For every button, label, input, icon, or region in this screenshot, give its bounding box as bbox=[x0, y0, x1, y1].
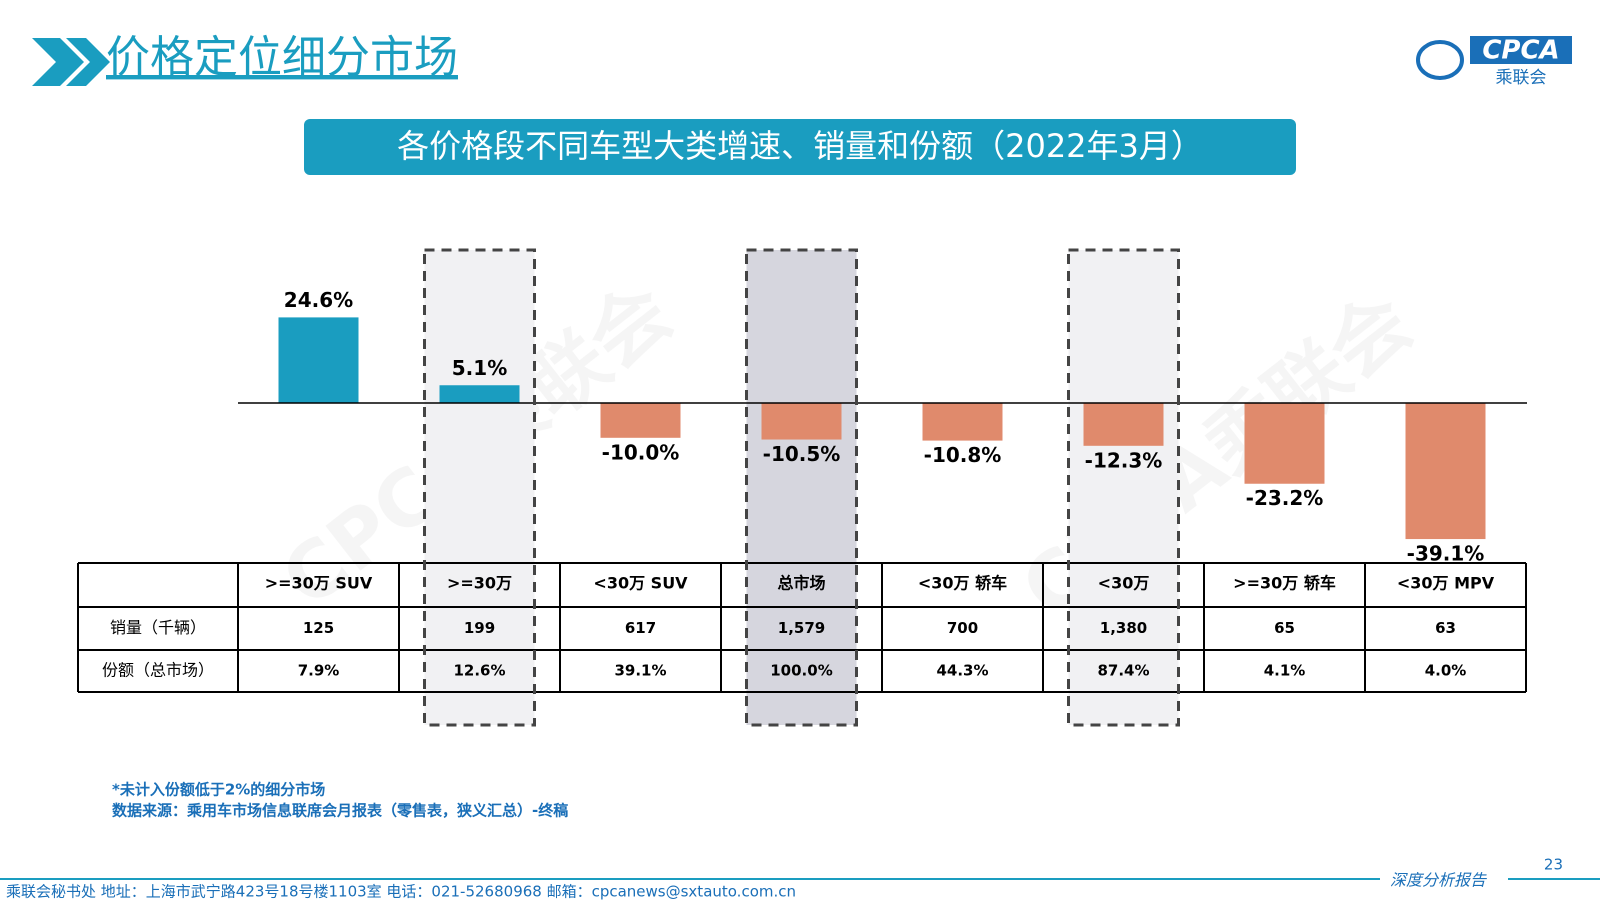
value-label: 5.1% bbox=[452, 356, 507, 380]
bar bbox=[278, 317, 359, 403]
logo-mark bbox=[1416, 40, 1464, 80]
table-cell: 65 bbox=[1274, 619, 1295, 637]
table-cell: 4.0% bbox=[1425, 662, 1467, 680]
table-cell: 199 bbox=[464, 619, 495, 637]
highlight-fill bbox=[1068, 250, 1179, 725]
value-label: -23.2% bbox=[1246, 486, 1324, 510]
table-cell: 125 bbox=[303, 619, 334, 637]
highlight-fill bbox=[424, 250, 535, 725]
logo-text: CPCA bbox=[1482, 36, 1559, 66]
page-number: 23 bbox=[1544, 856, 1563, 874]
value-label: -10.8% bbox=[924, 443, 1002, 467]
value-label: 24.6% bbox=[284, 288, 353, 312]
bar bbox=[600, 403, 681, 438]
row-header: 份额（总市场） bbox=[102, 661, 214, 680]
column-header: >=30万 轿车 bbox=[1233, 574, 1336, 593]
value-label: -12.3% bbox=[1085, 448, 1163, 472]
table-cell: 63 bbox=[1435, 619, 1456, 637]
table-cell: 87.4% bbox=[1097, 662, 1149, 680]
column-header: >=30万 SUV bbox=[265, 574, 373, 593]
column-header: 总市场 bbox=[777, 574, 825, 593]
column-header: <30万 SUV bbox=[593, 574, 688, 593]
highlight-borders bbox=[423, 248, 1180, 727]
column-header: <30万 MPV bbox=[1397, 574, 1495, 593]
table-cell: 617 bbox=[625, 619, 656, 637]
highlight-border bbox=[745, 248, 858, 727]
bar bbox=[922, 403, 1003, 441]
highlight-border bbox=[1067, 248, 1180, 727]
column-header: >=30万 bbox=[447, 574, 512, 593]
row-header: 销量（千辆） bbox=[110, 618, 206, 637]
banner bbox=[304, 119, 1296, 175]
bar bbox=[439, 385, 520, 403]
highlight-fill bbox=[746, 250, 857, 725]
value-label: -39.1% bbox=[1407, 542, 1485, 566]
logo-box bbox=[1470, 36, 1572, 64]
highlight-border bbox=[423, 248, 536, 727]
chevrons bbox=[32, 38, 110, 86]
table-cell: 1,579 bbox=[778, 619, 825, 637]
table-cell: 12.6% bbox=[453, 662, 505, 680]
column-header: <30万 bbox=[1098, 574, 1150, 593]
table-cell: 4.1% bbox=[1264, 662, 1306, 680]
page-title: 价格定位细分市场 bbox=[106, 32, 458, 83]
chart-title: 各价格段不同车型大类增速、销量和份额（2022年3月） bbox=[397, 127, 1203, 165]
table-cell: 7.9% bbox=[298, 662, 340, 680]
note: 数据来源：乘用车市场信息联席会月报表（零售表，狭义汇总）-终稿 bbox=[112, 802, 568, 820]
highlights bbox=[424, 250, 1179, 725]
footer-report: 深度分析报告 bbox=[1390, 871, 1487, 890]
footer-text: 乘联会秘书处 地址：上海市武宁路423号18号楼1103室 电话：021-526… bbox=[6, 883, 796, 901]
logo-sub: 乘联会 bbox=[1496, 68, 1547, 88]
table-cell: 700 bbox=[947, 619, 978, 637]
value-label: -10.5% bbox=[763, 442, 841, 466]
table-cell: 1,380 bbox=[1100, 619, 1147, 637]
bar bbox=[761, 403, 842, 440]
column-header: <30万 轿车 bbox=[918, 574, 1007, 593]
note: *未计入份额低于2%的细分市场 bbox=[112, 781, 325, 799]
value-label: -10.0% bbox=[602, 440, 680, 464]
table-cell: 44.3% bbox=[936, 662, 988, 680]
bar bbox=[1405, 403, 1486, 540]
table-cell: 39.1% bbox=[614, 662, 666, 680]
logo: CPCA 乘联会 bbox=[1416, 36, 1572, 88]
table: >=30万 SUV >=30万 <30万 SUV 总市场 <30万 轿车 <30万 >=30… bbox=[77, 562, 1527, 693]
plot: 24.6% 5.1% -10.0% -10.5% -10.8% -12.3% -23.2% -… bbox=[278, 288, 1486, 566]
bar bbox=[1244, 403, 1325, 484]
bar bbox=[1083, 403, 1164, 446]
table-cell: 100.0% bbox=[770, 662, 832, 680]
